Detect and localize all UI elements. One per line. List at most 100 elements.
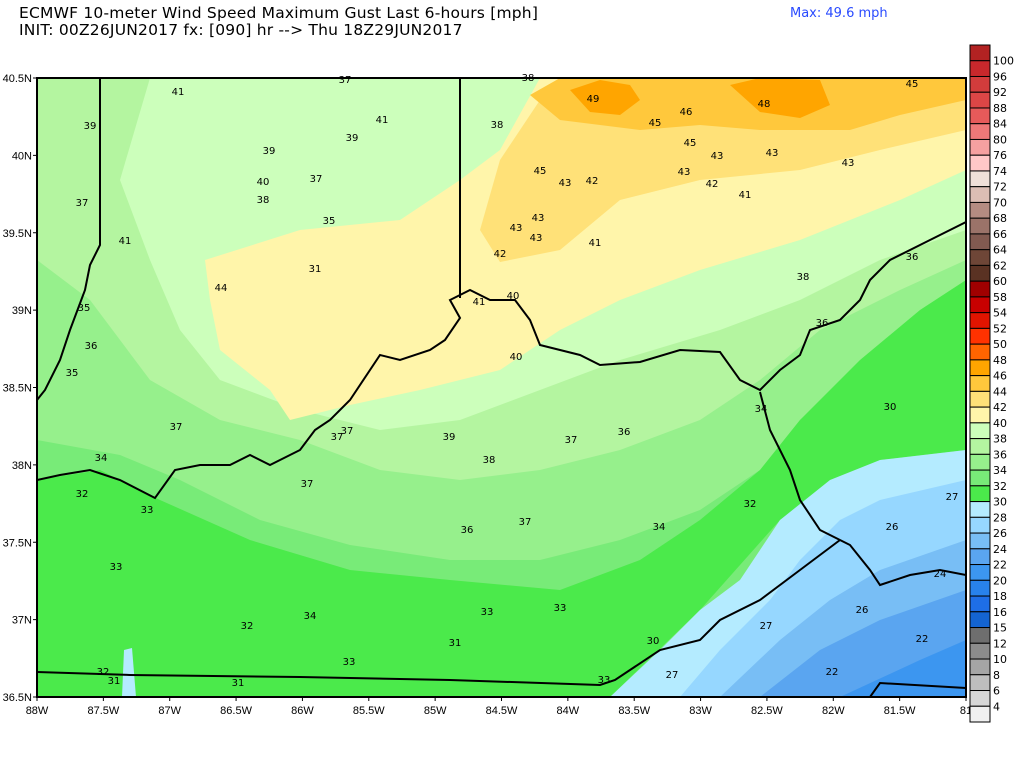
colorbar-swatch [969, 280, 991, 298]
colorbar-swatch [969, 296, 991, 314]
gust-value-label: 30 [884, 402, 897, 413]
colorbar-label: 44 [993, 385, 1007, 398]
gust-value-label: 36 [906, 252, 919, 263]
max-value-label: Max: 49.6 mph [790, 6, 888, 21]
colorbar-swatch [969, 658, 991, 676]
colorbar-label: 84 [993, 118, 1007, 131]
gust-value-label: 37 [341, 426, 354, 437]
colorbar-swatch [969, 390, 991, 408]
gust-value-label: 41 [473, 297, 486, 308]
colorbar-label: 62 [993, 259, 1007, 272]
gust-value-label: 33 [598, 675, 611, 686]
shade-band-46-48-b [730, 78, 830, 118]
lat-tick-label: 37N [12, 615, 32, 627]
colorbar-swatch [969, 438, 991, 455]
colorbar-label: 92 [993, 86, 1007, 99]
colorbar-label: 72 [993, 181, 1007, 194]
gust-value-label: 43 [842, 158, 855, 169]
colorbar-label: 10 [993, 653, 1007, 666]
lat-tick-label: 40N [12, 150, 32, 162]
gust-value-label: 45 [649, 118, 662, 129]
shade-band-30-32 [37, 280, 966, 697]
illinois-indiana-border [37, 78, 101, 401]
lon-tick-label: 83.5W [618, 705, 650, 717]
gust-value-label: 33 [110, 562, 123, 573]
lon-tick-label: 82.5W [751, 705, 783, 717]
colorbar-label: 42 [993, 401, 1007, 414]
colorbar-swatch [969, 611, 991, 629]
lon-tick-label: 81.5W [884, 705, 916, 717]
colorbar-label: 26 [993, 527, 1007, 540]
colorbar-swatch [969, 532, 991, 550]
colorbar-swatch [969, 406, 991, 424]
gust-value-label: 22 [916, 634, 929, 645]
gust-value-label: 35 [78, 303, 91, 314]
colorbar-swatch [969, 516, 991, 534]
colorbar-label: 20 [993, 574, 1007, 587]
gust-value-label: 38 [483, 455, 496, 466]
gust-value-label: 43 [559, 178, 572, 189]
gust-value-label: 33 [343, 657, 356, 668]
gust-value-label: 48 [758, 99, 771, 110]
colorbar-swatch [969, 705, 991, 723]
gust-value-label: 32 [744, 499, 757, 510]
gust-value-label: 38 [797, 272, 810, 283]
gust-value-label: 34 [304, 611, 317, 622]
gust-value-label: 37 [565, 435, 578, 446]
gust-value-label: 26 [886, 522, 899, 533]
gust-value-label: 24 [934, 569, 947, 580]
gust-value-label: 35 [66, 368, 79, 379]
colorbar-swatch [969, 186, 991, 203]
lat-tick-label: 39N [12, 305, 32, 317]
lat-tick-label: 38.5N [3, 383, 32, 395]
gust-value-label: 42 [586, 176, 599, 187]
ohio-river [37, 221, 966, 500]
gust-value-label: 32 [241, 621, 254, 632]
gust-value-label: 27 [760, 621, 773, 632]
kentucky-tennessee-border [37, 539, 841, 687]
colorbar-label: 48 [993, 354, 1007, 367]
gust-value-label: 45 [684, 138, 697, 149]
colorbar-label: 28 [993, 511, 1007, 524]
colorbar-swatch [969, 359, 991, 377]
colorbar-label: 66 [993, 228, 1007, 241]
lon-tick-label: 87W [158, 705, 181, 717]
colorbar-swatch [969, 564, 991, 581]
gust-value-label: 34 [653, 522, 666, 533]
gust-value-label: 35 [323, 216, 336, 227]
colorbar-label: 16 [993, 606, 1007, 619]
gust-value-label: 38 [257, 195, 270, 206]
gust-value-label: 42 [494, 249, 507, 260]
gust-value-label: 39 [263, 146, 276, 157]
gust-value-label: 27 [946, 492, 959, 503]
gust-value-label: 43 [530, 233, 543, 244]
colorbar-swatch [969, 312, 991, 329]
gust-value-label: 37 [339, 75, 352, 86]
colorbar-swatch [969, 107, 991, 125]
colorbar-swatch [969, 642, 991, 660]
gust-value-label: 40 [507, 291, 520, 302]
gust-value-label: 41 [172, 87, 185, 98]
colorbar-swatch [969, 595, 991, 613]
colorbar-swatch [969, 501, 991, 518]
gust-value-label: 43 [711, 151, 724, 162]
lat-tick-label: 36.5N [3, 692, 32, 704]
colorbar-label: 15 [993, 622, 1007, 635]
colorbar-label: 12 [993, 637, 1007, 650]
kentucky-west-virginia-border [759, 391, 966, 587]
colorbar-label: 36 [993, 448, 1007, 461]
gust-value-label: 33 [481, 607, 494, 618]
colorbar-label: 32 [993, 480, 1007, 493]
gust-value-label: 43 [510, 223, 523, 234]
gust-value-label: 41 [376, 115, 389, 126]
colorbar-label: 40 [993, 417, 1007, 430]
gust-value-label: 34 [755, 404, 768, 415]
gust-value-label: 32 [97, 667, 110, 678]
gust-value-label: 31 [232, 678, 245, 689]
shade-band-20-22 [840, 640, 966, 697]
colorbar-label: 100 [993, 55, 1014, 68]
lat-tick-label: 40.5N [3, 73, 32, 85]
gust-value-label: 36 [816, 318, 829, 329]
colorbar-swatch [969, 170, 991, 188]
